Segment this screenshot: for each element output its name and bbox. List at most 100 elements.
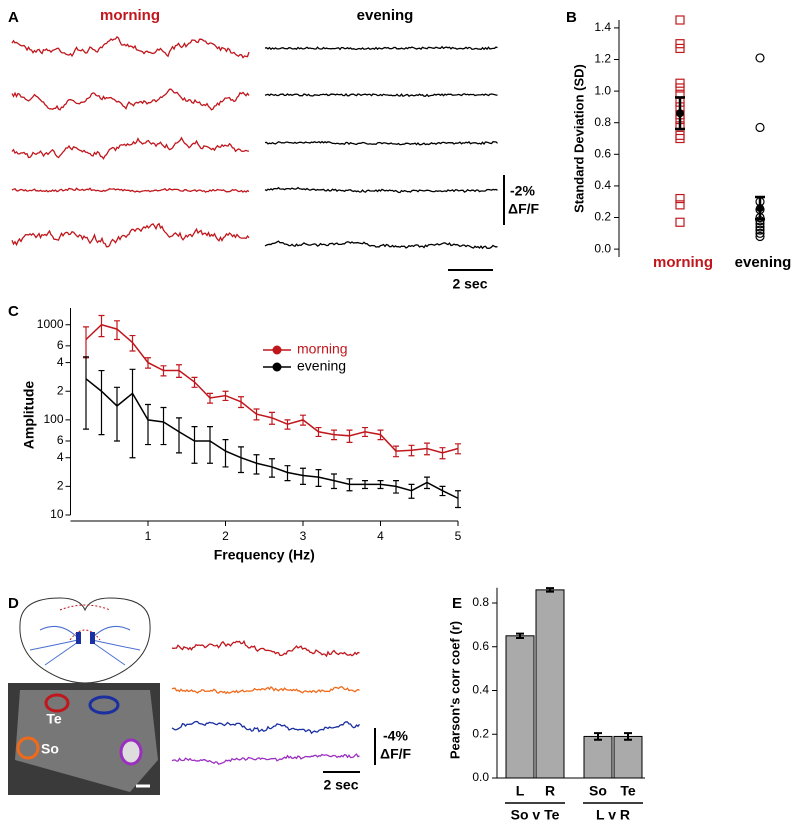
x-tick-label: L (516, 783, 525, 799)
x-tick-label: R (545, 783, 555, 799)
trace (11, 35, 250, 59)
x-tick-label: So (589, 783, 607, 799)
error-bar (393, 479, 399, 494)
error-bar (408, 483, 415, 499)
y-tick-label: 2 (57, 383, 64, 397)
roi-label: So (41, 741, 59, 757)
x-tick-label: 3 (300, 529, 307, 543)
panel-label: E (452, 595, 462, 612)
panel-label: D (8, 595, 19, 612)
error-bar (315, 469, 322, 487)
scale-label: -2% (510, 183, 535, 199)
error-bar (160, 365, 167, 377)
mean (756, 204, 764, 213)
trace (264, 140, 498, 146)
x-tick-label: morning (653, 254, 713, 271)
y-tick-label: 0.2 (594, 210, 611, 224)
error-bar (455, 490, 461, 509)
point (675, 15, 685, 25)
legend-label: evening (297, 358, 346, 374)
error-bar (346, 478, 353, 492)
point (675, 83, 685, 93)
error-bar (176, 364, 182, 378)
y-tick-label: 4 (57, 450, 64, 464)
error-bar (408, 444, 415, 457)
point (755, 222, 765, 232)
y-tick-label: 0.4 (594, 178, 611, 192)
error-bar (331, 473, 337, 490)
error-bar (145, 357, 151, 369)
point (755, 225, 765, 235)
trace (171, 685, 360, 695)
point (675, 133, 685, 144)
x-tick-label: 1 (145, 529, 152, 543)
error-bar (191, 376, 198, 388)
y-tick-label: 2 (57, 479, 64, 493)
point (675, 217, 685, 227)
y-tick-label: 4 (57, 355, 64, 369)
group-label: L v R (596, 807, 630, 823)
error-bar (424, 476, 430, 490)
error-bar (439, 447, 446, 460)
point (755, 122, 765, 133)
error-bar (424, 442, 430, 456)
error-bar (253, 408, 260, 421)
y-tick-label: 0.8 (594, 115, 611, 129)
error-bar (145, 403, 151, 446)
error-bar (269, 411, 275, 425)
point (675, 200, 685, 210)
x-tick-label: evening (735, 254, 792, 271)
error-bar (624, 732, 632, 741)
point (755, 228, 765, 238)
bar (535, 589, 565, 779)
x-tick-label: 4 (377, 529, 384, 543)
column-title: morning (100, 7, 160, 24)
trace (171, 639, 360, 658)
legend-label: morning (297, 341, 348, 357)
error-bar (300, 467, 306, 485)
scale-label: ΔF/F (508, 201, 540, 217)
trace (11, 136, 250, 160)
trace (11, 88, 250, 111)
group-label: So v Te (511, 807, 560, 823)
error-bar (114, 320, 120, 341)
y-axis-label: Amplitude (21, 381, 37, 450)
error-bar (176, 417, 182, 454)
error-bar (377, 479, 384, 490)
trace (11, 222, 250, 248)
error-bar (238, 446, 244, 474)
y-tick-label: 1.2 (594, 52, 611, 66)
trace (11, 187, 250, 193)
error-bar (315, 426, 322, 438)
error-bar (393, 445, 399, 458)
scale-label: 2 sec (452, 276, 487, 292)
error-bar (284, 419, 291, 430)
panel-label: A (8, 9, 19, 26)
error-bar (238, 396, 244, 409)
error-bar (83, 326, 89, 359)
line (85, 323, 459, 454)
error-bar (191, 425, 198, 464)
bar (505, 635, 535, 779)
error-bar (160, 406, 167, 446)
error-bar (439, 485, 446, 497)
error-bar (362, 479, 368, 490)
error-bar (98, 314, 105, 338)
error-bar (83, 356, 89, 430)
panel-label: B (566, 9, 577, 26)
error-bar (284, 465, 291, 482)
point (675, 78, 685, 88)
scale-label: 2 sec (323, 777, 358, 793)
error-bar (594, 732, 602, 741)
line (85, 378, 459, 499)
y-tick-label: 6 (57, 338, 64, 352)
x-axis-label: Frequency (Hz) (214, 547, 315, 563)
roi-label: Te (46, 711, 62, 727)
error-bar (546, 587, 554, 593)
trace (171, 753, 360, 765)
y-tick-label: 0.6 (594, 146, 611, 160)
trace (171, 720, 361, 735)
error-bar (207, 425, 213, 464)
error-bar (207, 392, 213, 404)
